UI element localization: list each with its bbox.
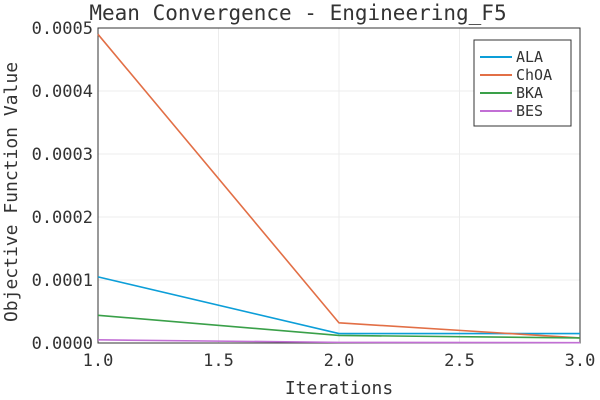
series-line-choa (97, 33, 581, 339)
y-tick-label: 0.0004 (32, 82, 93, 102)
series-line-bka (97, 314, 581, 339)
chart-title: Mean Convergence - Engineering_F5 (89, 1, 506, 25)
y-tick-label: 0.0005 (32, 19, 93, 39)
legend-label-ala: ALA (516, 48, 543, 66)
x-tick-label: 2.0 (324, 351, 355, 371)
series-lines (97, 33, 581, 344)
x-tick-label: 1.5 (203, 351, 234, 371)
x-tick-label: 1.0 (83, 351, 114, 371)
x-tick-label: 3.0 (565, 351, 596, 371)
x-axis-label: Iterations (285, 378, 393, 399)
y-axis-ticks: 0.0000 0.0001 0.0002 0.0003 0.0004 0.0005 (32, 19, 93, 354)
y-tick-label: 0.0003 (32, 145, 93, 165)
legend-label-bes: BES (516, 102, 543, 120)
legend-label-bka: BKA (516, 84, 543, 102)
legend-label-choa: ChOA (516, 66, 552, 84)
y-tick-label: 0.0002 (32, 208, 93, 228)
x-tick-label: 2.5 (444, 351, 475, 371)
y-tick-label: 0.0000 (32, 334, 93, 354)
x-axis-ticks: 1.0 1.5 2.0 2.5 3.0 (83, 351, 596, 371)
y-axis-label: Objective Function Value (1, 62, 22, 322)
y-tick-label: 0.0001 (32, 271, 93, 291)
series-line-bes (97, 339, 581, 344)
